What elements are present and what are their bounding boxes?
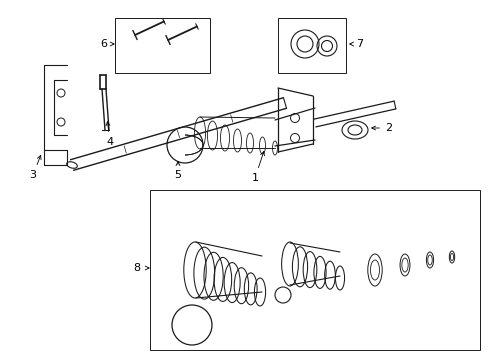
Text: 1: 1 [251, 152, 264, 183]
Text: 5: 5 [174, 162, 181, 180]
Bar [150, 190, 479, 350]
Text: 7: 7 [355, 39, 363, 49]
Text: 2: 2 [371, 123, 391, 133]
Text: 8: 8 [133, 263, 140, 273]
Bar [278, 18, 346, 73]
Text: 4: 4 [106, 122, 113, 147]
Text: 6: 6 [100, 39, 107, 49]
Text: 3: 3 [29, 156, 41, 180]
Bar [115, 18, 209, 73]
